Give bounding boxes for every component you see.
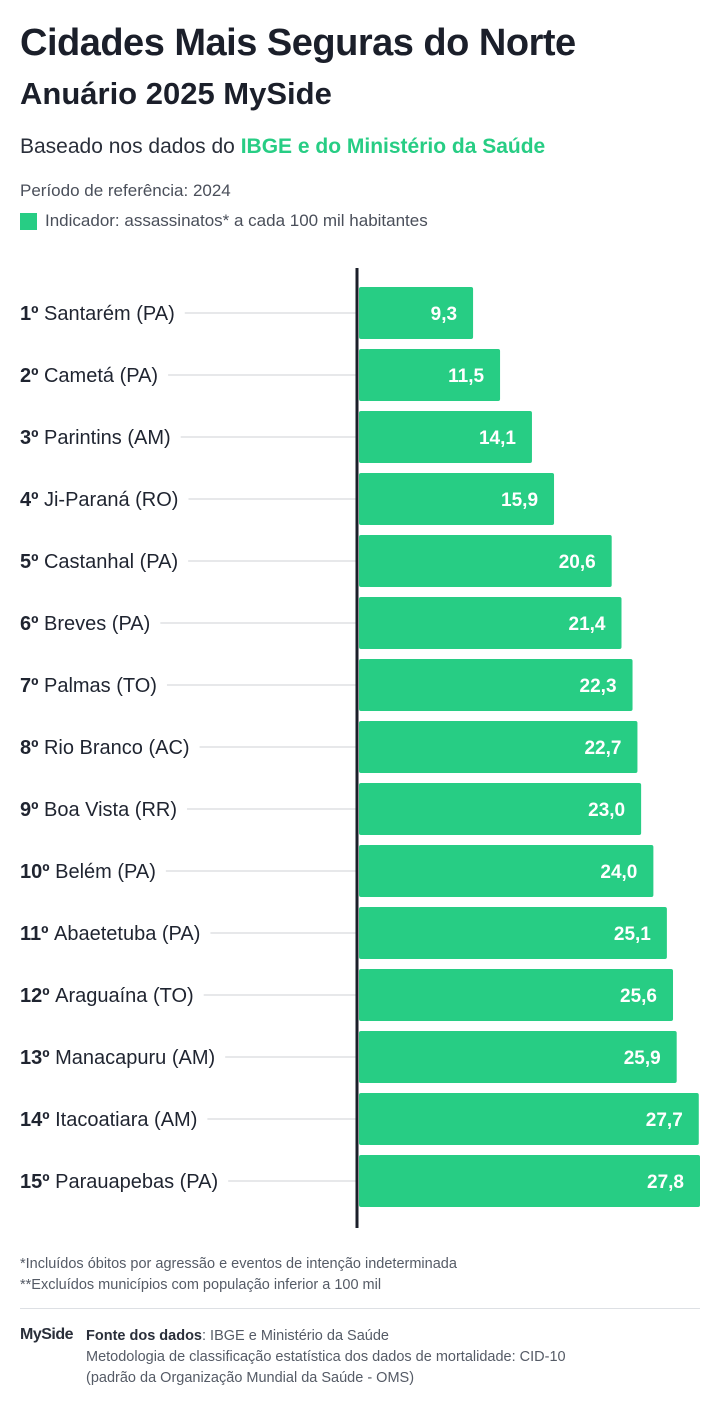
value-label: 25,9 xyxy=(624,1048,661,1069)
bar xyxy=(359,597,622,649)
rank-label: 1º xyxy=(20,303,44,325)
city-name: Ji-Paraná (RO) xyxy=(44,489,178,511)
bar xyxy=(359,535,612,587)
bar xyxy=(359,721,638,773)
bar xyxy=(359,473,555,525)
city-name: Castanhal (PA) xyxy=(44,551,178,573)
rank-label: 3º xyxy=(20,427,44,449)
value-label: 14,1 xyxy=(479,428,516,449)
city-name: Parauapebas (PA) xyxy=(55,1171,218,1193)
category-label: 5º Castanhal (PA) xyxy=(20,551,178,573)
city-name: Boa Vista (RR) xyxy=(44,799,177,821)
footnote-1: *Incluídos óbitos por agressão e eventos… xyxy=(20,1256,457,1272)
city-name: Araguaína (TO) xyxy=(55,985,194,1007)
value-label: 23,0 xyxy=(588,800,625,821)
category-label: 15º Parauapebas (PA) xyxy=(20,1171,218,1193)
bar xyxy=(359,969,674,1021)
rank-label: 13º xyxy=(20,1047,55,1069)
bar xyxy=(359,907,667,959)
bar xyxy=(359,411,532,463)
category-label: 7º Palmas (TO) xyxy=(20,675,157,697)
city-name: Cametá (PA) xyxy=(44,365,158,387)
city-name: Breves (PA) xyxy=(44,613,150,635)
rank-label: 7º xyxy=(20,675,44,697)
chart-title: Cidades Mais Seguras do Norte xyxy=(20,22,576,64)
bar-chart: 1º Santarém (PA) 9,3 2º Cametá (PA) 11,5 3º … xyxy=(20,268,700,1228)
value-label: 25,6 xyxy=(620,986,657,1007)
category-label: 4º Ji-Paraná (RO) xyxy=(20,489,178,511)
value-label: 24,0 xyxy=(600,862,637,883)
category-label: 10º Belém (PA) xyxy=(20,861,156,883)
value-label: 22,7 xyxy=(584,738,621,759)
value-label: 25,1 xyxy=(614,924,651,945)
legend-swatch xyxy=(20,212,37,230)
city-name: Manacapuru (AM) xyxy=(55,1047,215,1069)
bar xyxy=(359,783,642,835)
rank-label: 5º xyxy=(20,551,44,573)
legend-indicator: Indicador: assassinatos* a cada 100 mil … xyxy=(20,211,428,231)
value-label: 9,3 xyxy=(431,304,457,325)
category-label: 8º Rio Branco (AC) xyxy=(20,737,190,759)
category-label: 12º Araguaína (TO) xyxy=(20,985,194,1007)
rank-label: 12º xyxy=(20,985,55,1007)
bar xyxy=(359,349,501,401)
divider xyxy=(20,1308,700,1309)
value-label: 27,8 xyxy=(647,1172,684,1193)
data-source-line: Baseado nos dados do IBGE e do Ministéri… xyxy=(20,135,545,159)
category-label: 13º Manacapuru (AM) xyxy=(20,1047,215,1069)
value-label: 20,6 xyxy=(559,552,596,573)
bar xyxy=(359,845,654,897)
rank-label: 2º xyxy=(20,365,44,387)
rank-label: 11º xyxy=(20,923,54,945)
based-highlight: IBGE e do Ministério da Saúde xyxy=(240,135,546,158)
category-label: 3º Parintins (AM) xyxy=(20,427,171,449)
city-name: Itacoatiara (AM) xyxy=(55,1109,197,1131)
based-prefix: Baseado nos dados do xyxy=(20,135,241,158)
rank-label: 6º xyxy=(20,613,44,635)
category-label: 1º Santarém (PA) xyxy=(20,303,175,325)
category-label: 9º Boa Vista (RR) xyxy=(20,799,177,821)
category-label: 11º Abaetetuba (PA) xyxy=(20,923,200,945)
bar xyxy=(359,1031,677,1083)
bar xyxy=(359,287,474,339)
rank-label: 14º xyxy=(20,1109,55,1131)
rank-label: 10º xyxy=(20,861,55,883)
value-label: 11,5 xyxy=(448,366,484,387)
city-name: Palmas (TO) xyxy=(44,675,157,697)
category-label: 6º Breves (PA) xyxy=(20,613,150,635)
category-label: 14º Itacoatiara (AM) xyxy=(20,1109,197,1131)
city-name: Parintins (AM) xyxy=(44,427,171,449)
chart-subtitle: Anuário 2025 MySide xyxy=(20,76,332,111)
reference-period: Período de referência: 2024 xyxy=(20,181,231,200)
source-block: Fonte dos dados: IBGE e Ministério da Sa… xyxy=(86,1326,566,1389)
category-label: 2º Cametá (PA) xyxy=(20,365,158,387)
value-label: 15,9 xyxy=(501,490,538,511)
methodology-line-1: Metodologia de classificação estatística… xyxy=(86,1349,566,1365)
city-name: Belém (PA) xyxy=(55,861,156,883)
city-name: Rio Branco (AC) xyxy=(44,737,190,759)
source-label: Fonte dos dados xyxy=(86,1328,202,1344)
value-label: 21,4 xyxy=(569,614,606,635)
myside-logo: MySide xyxy=(20,1326,74,1343)
city-name: Abaetetuba (PA) xyxy=(54,923,200,945)
value-label: 27,7 xyxy=(646,1110,683,1131)
source-text: : IBGE e Ministério da Saúde xyxy=(202,1328,389,1344)
bar xyxy=(359,1093,699,1145)
footnote-2: **Excluídos municípios com população inf… xyxy=(20,1277,382,1293)
methodology-line-2: (padrão da Organização Mundial da Saúde … xyxy=(86,1370,415,1386)
bar xyxy=(359,1155,700,1207)
rank-label: 8º xyxy=(20,737,44,759)
bar xyxy=(359,659,633,711)
value-label: 22,3 xyxy=(580,676,617,697)
indicator-label: Indicador: assassinatos* a cada 100 mil … xyxy=(45,211,428,230)
city-name: Santarém (PA) xyxy=(44,303,175,325)
rank-label: 15º xyxy=(20,1171,55,1193)
rank-label: 4º xyxy=(20,489,44,511)
rank-label: 9º xyxy=(20,799,44,821)
